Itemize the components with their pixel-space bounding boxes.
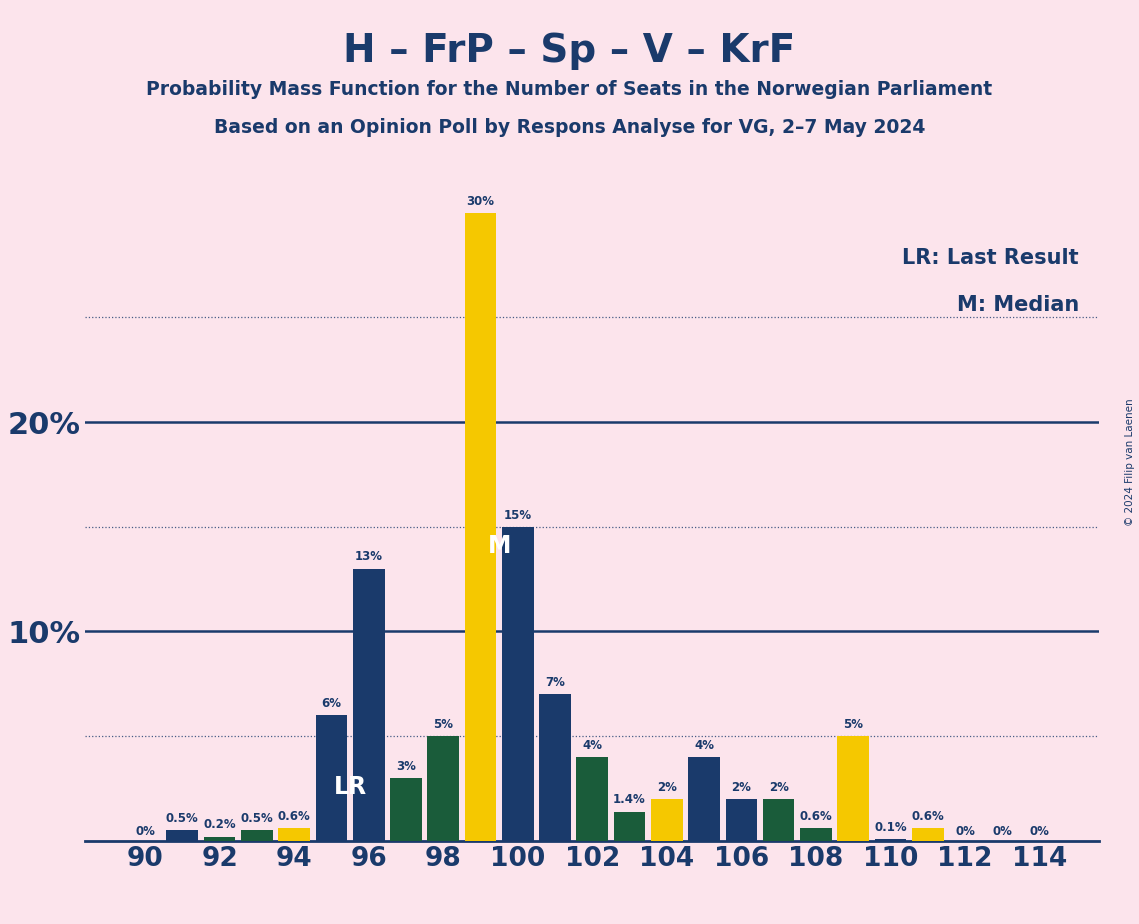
Text: 13%: 13% — [354, 551, 383, 564]
Bar — [427, 736, 459, 841]
Text: © 2024 Filip van Laenen: © 2024 Filip van Laenen — [1125, 398, 1134, 526]
Text: 0.5%: 0.5% — [166, 812, 198, 825]
Text: 1.4%: 1.4% — [613, 794, 646, 807]
Text: 2%: 2% — [657, 781, 677, 794]
Bar — [502, 527, 533, 841]
Bar — [652, 799, 682, 841]
Text: 3%: 3% — [396, 760, 416, 772]
Bar — [465, 213, 497, 841]
Text: 4%: 4% — [694, 739, 714, 752]
Bar — [576, 757, 608, 841]
Bar — [614, 811, 646, 841]
Text: M: M — [487, 534, 510, 558]
Bar — [688, 757, 720, 841]
Bar — [800, 828, 831, 841]
Text: 0%: 0% — [1030, 825, 1049, 838]
Text: Probability Mass Function for the Number of Seats in the Norwegian Parliament: Probability Mass Function for the Number… — [147, 80, 992, 100]
Text: 6%: 6% — [321, 697, 342, 710]
Text: 7%: 7% — [546, 676, 565, 689]
Bar — [539, 694, 571, 841]
Text: 0.6%: 0.6% — [911, 810, 944, 823]
Bar — [875, 839, 907, 841]
Text: H – FrP – Sp – V – KrF: H – FrP – Sp – V – KrF — [343, 32, 796, 70]
Text: 0.2%: 0.2% — [203, 819, 236, 832]
Text: Based on an Opinion Poll by Respons Analyse for VG, 2–7 May 2024: Based on an Opinion Poll by Respons Anal… — [214, 118, 925, 138]
Text: 2%: 2% — [769, 781, 788, 794]
Text: 0%: 0% — [992, 825, 1013, 838]
Text: 4%: 4% — [582, 739, 603, 752]
Bar — [726, 799, 757, 841]
Text: 0.1%: 0.1% — [874, 821, 907, 833]
Bar — [204, 836, 236, 841]
Text: 30%: 30% — [467, 195, 494, 208]
Bar — [390, 778, 421, 841]
Bar — [316, 715, 347, 841]
Text: 5%: 5% — [843, 718, 863, 731]
Text: 2%: 2% — [731, 781, 752, 794]
Bar — [166, 831, 198, 841]
Text: LR: LR — [334, 775, 367, 799]
Text: LR: Last Result: LR: Last Result — [902, 248, 1079, 268]
Text: 15%: 15% — [503, 508, 532, 521]
Text: 0%: 0% — [954, 825, 975, 838]
Bar — [278, 828, 310, 841]
Text: 5%: 5% — [433, 718, 453, 731]
Text: M: Median: M: Median — [957, 295, 1079, 315]
Bar — [912, 828, 943, 841]
Bar — [837, 736, 869, 841]
Bar — [241, 831, 272, 841]
Text: 0.5%: 0.5% — [240, 812, 273, 825]
Text: 0.6%: 0.6% — [278, 810, 311, 823]
Bar — [353, 568, 385, 841]
Text: 0.6%: 0.6% — [800, 810, 833, 823]
Bar — [763, 799, 795, 841]
Text: 0%: 0% — [136, 825, 155, 838]
